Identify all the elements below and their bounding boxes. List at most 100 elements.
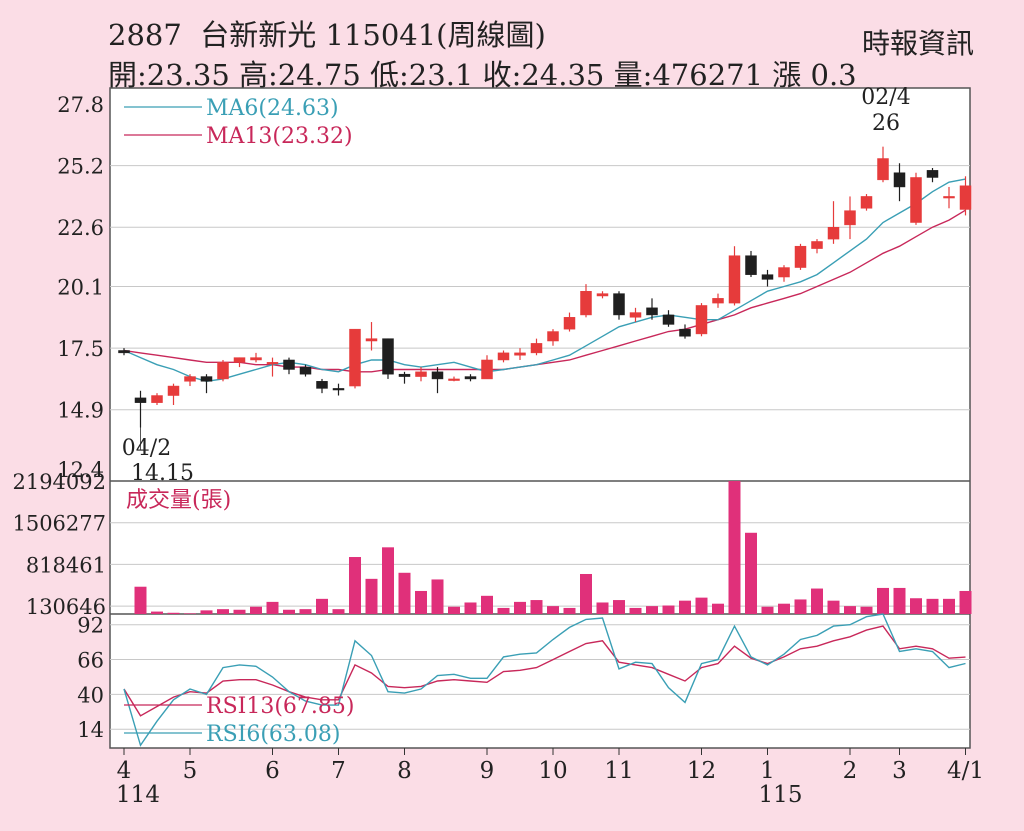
candle-body [877,158,889,181]
candle-body [431,371,444,380]
volume-bar [464,602,477,614]
candle-body [530,343,543,354]
volume-bar [184,613,196,614]
candle-body [629,312,642,318]
volume-bar [943,598,955,614]
candle-body [728,255,741,304]
candle-body [382,338,394,375]
candle-body [448,378,460,381]
x-tick-label: 8 [397,758,412,784]
volume-bar [497,607,510,614]
volume-bar [679,600,691,614]
candle-body [497,352,510,361]
candle-body [596,293,609,297]
candle-body [200,376,213,382]
candle-body [283,359,295,370]
volume-bar [349,557,361,614]
plot-background [109,87,971,749]
price-tick-label: 25.2 [57,155,104,179]
volume-bar [893,587,906,614]
low-value-label: 14.15 [131,461,194,486]
candle-body [844,210,856,226]
rsi6-line [123,613,966,747]
candle-body [893,172,906,188]
candle-body [827,226,840,240]
legend-label: MA13(23.32) [206,124,353,149]
candle-body [514,352,526,356]
volume-bar [811,588,823,614]
candle-body [151,395,163,403]
x-year-label: 114 [116,782,160,808]
candle-body [316,381,328,389]
candle-body [662,314,675,325]
volume-bar [233,609,246,614]
ma6-line [123,178,966,383]
volume-bar [877,587,889,614]
volume-bar [217,609,229,614]
candle-body [299,366,312,375]
x-tick-label: 4/1 [947,758,984,784]
candle-body [217,362,229,380]
volume-bar [250,606,262,614]
candle-body [250,357,262,361]
x-tick-label: 12 [687,758,716,784]
candle-body [464,376,477,380]
candle-body [926,170,939,178]
x-tick-label: 5 [183,758,198,784]
x-tick-label: 1 [760,758,775,784]
x-tick-label: 2 [843,758,858,784]
x-year-label: 115 [759,782,803,808]
stock-code: 2887 [108,18,182,52]
candle-body [679,328,691,337]
candle-body [695,305,708,335]
ma13-line [123,209,966,373]
volume-bar [514,601,526,614]
volume-bar [448,606,460,614]
rsi-tick-label: 66 [77,649,104,673]
volume-bar [134,586,147,614]
high-value-label: 26 [872,111,900,136]
rsi-legend-label: RSI13(67.85) [206,694,354,719]
volume-bar [415,590,427,614]
price-tick-label: 27.8 [57,93,104,117]
volume-bar [613,600,625,614]
candle-body [349,328,361,387]
volume-bar [316,598,328,614]
candle-body [778,267,790,278]
candle-body [860,196,873,209]
rsi-tick-label: 92 [77,614,104,638]
volume-bar [547,606,559,614]
volume-tick-label: 818461 [26,553,106,577]
volume-bar [431,579,444,614]
candle-body [266,362,279,365]
volume-bar [860,606,873,614]
volume-bar [827,600,840,614]
volume-tick-label: 2194092 [12,470,106,494]
candle-body [118,350,130,354]
volume-bar [646,606,658,614]
source-label: 時報資訊 [861,27,974,60]
volume-bar [151,611,163,614]
volume-bar [398,572,411,614]
candle-body [712,298,724,304]
candle-body [745,255,757,275]
volume-bar [794,599,807,614]
candle-body [959,185,972,210]
candle-body [547,331,559,342]
volume-bar [382,547,394,614]
candle-body [761,274,774,280]
volume-bar [365,578,378,614]
candle-body [332,388,345,391]
volume-bar [266,601,279,614]
rsi-tick-label: 40 [77,683,104,707]
volume-bar [283,609,295,614]
volume-bar [745,532,757,614]
volume-bar [530,600,543,614]
stock-name: 台新新光 115041(周線圖) [200,18,546,52]
volume-tick-label: 130646 [26,595,106,619]
candle-body [646,307,658,316]
chart-title: 2887 台新新光 115041(周線圖) [108,12,546,54]
rsi-tick-label: 14 [77,718,104,742]
volume-bar [910,598,922,614]
